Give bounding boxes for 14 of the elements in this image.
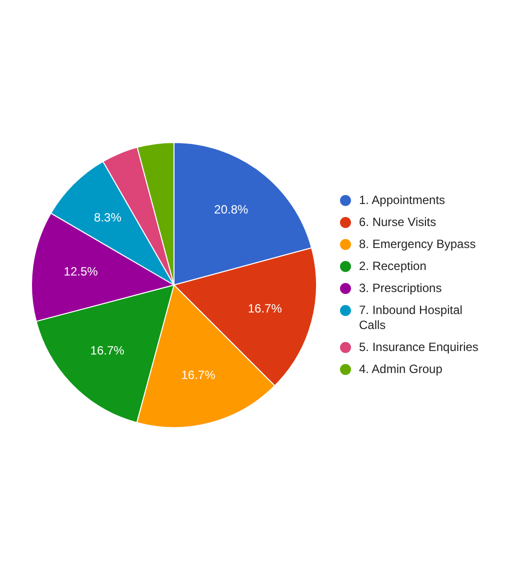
legend-label: 6. Nurse Visits — [359, 215, 438, 230]
data-label: 16.7% — [248, 302, 282, 316]
legend-label: 7. Inbound Hospital Calls — [359, 303, 464, 333]
legend-label: 8. Emergency Bypass — [359, 237, 477, 252]
data-label: 16.7% — [90, 344, 125, 358]
data-label: 20.8% — [214, 202, 249, 217]
data-label: 12.5% — [64, 264, 98, 279]
legend-label: 4. Admin Group — [359, 362, 444, 377]
data-label: 8.3% — [94, 210, 122, 225]
legend-label: 3. Prescriptions — [359, 281, 443, 296]
data-label: 16.7% — [181, 368, 216, 382]
legend-label: 2. Reception — [359, 259, 428, 274]
legend-label: 1. Appointments — [359, 193, 446, 208]
legend-label: 5. Insurance Enquiries — [359, 340, 480, 355]
